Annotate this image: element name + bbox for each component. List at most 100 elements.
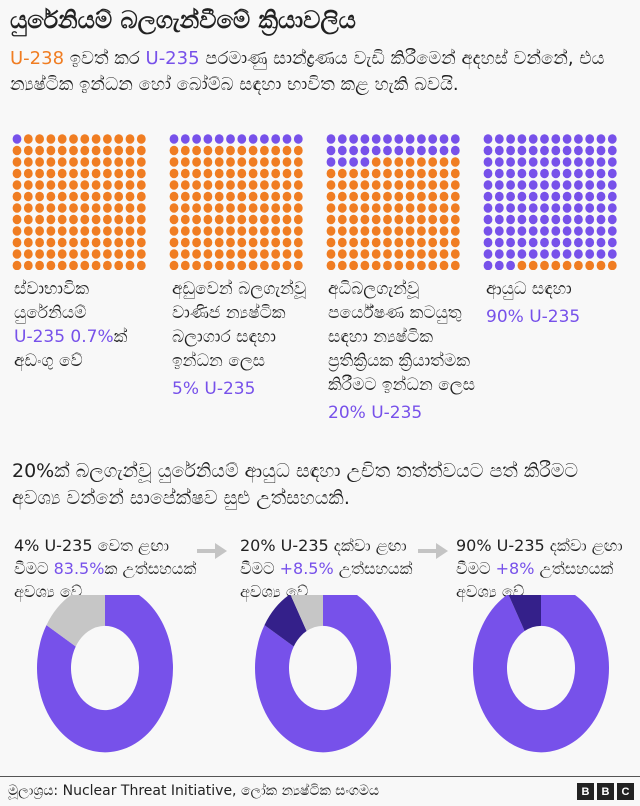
u238-dot [12,145,22,156]
panel-label-high: අධිබලගැන්වූ පර්යේෂණ කටයුතු සඳහා න්‍යෂ්ටි… [328,277,478,425]
u238-dot [214,226,224,236]
u238-dot [35,226,44,236]
u235-dot [271,134,281,144]
u238-dot [46,237,56,248]
u238-dot [214,237,224,248]
u238-dot [80,203,90,213]
u238-dot [46,226,56,236]
u235-dot [371,134,381,144]
u238-dot [394,168,404,179]
u238-dot [57,134,67,144]
u238-dot [405,237,415,248]
u235-dot [506,214,515,225]
u238-dot [282,260,292,270]
u238-dot [282,191,292,202]
u238-dot [371,157,381,167]
u238-dot [180,260,190,270]
u235-dot [12,134,22,144]
u235-dot [326,145,336,156]
u235-dot [540,145,549,156]
u235-dot [483,134,493,144]
u238-dot [337,249,347,259]
u238-dot [214,214,224,225]
u238-dot [337,260,347,270]
u238-dot [226,203,235,213]
step-1: 4% U-235 වෙත ළඟා වීමට 83.5%ක උත්සහයක් අව… [14,534,204,603]
subtitle-text: ඉවත් කර [64,48,146,69]
title: යුරේනියම් බලගැන්වීමේ ක්‍රියාවලිය [10,6,356,34]
arrow-right-icon [418,543,448,559]
u235-dot [483,249,493,259]
panel-value: 20% U-235 [328,403,423,423]
u235-dot [551,226,561,236]
u238-dot [192,214,202,225]
u238-dot [371,249,381,259]
u238-dot [57,226,67,236]
u238-dot [450,168,460,179]
u238-dot [360,180,370,190]
u238-dot [349,191,358,202]
u238-dot [405,226,415,236]
u238-dot [57,203,67,213]
u238-dot [439,191,449,202]
u238-dot [203,260,213,270]
u235-dot [585,145,595,156]
u238-dot [12,168,22,179]
u235-dot [551,237,561,248]
u238-dot [91,134,101,144]
u235-dot [326,157,336,167]
u238-dot [383,168,392,179]
u238-dot [203,203,213,213]
u238-dot [271,203,281,213]
u238-dot [192,157,202,167]
u238-dot [271,168,281,179]
panel-note: වාණිජ න්‍යෂ්ටික බලාගාර සඳහා ඉන්ධන ලෙස [172,303,286,371]
u238-dot [103,260,112,270]
u235-dot [585,168,595,179]
u238-dot [326,237,336,248]
u238-dot [428,249,438,259]
u235-dot [517,157,527,167]
u238-dot [439,249,449,259]
u235-dot [562,180,572,190]
u235-dot [562,249,572,259]
u238-dot [337,214,347,225]
u235-dot [237,134,247,144]
u238-dot [169,168,179,179]
u238-dot [23,226,33,236]
panel-title: ස්වාභාවික යුරේනියම් [14,279,90,323]
u238-dot [326,214,336,225]
u238-dot [293,226,303,236]
u235-dot [405,145,415,156]
u238-dot [114,226,124,236]
u235-dot [596,214,606,225]
u235-dot [596,191,606,202]
u235-dot [349,145,358,156]
u235-dot [551,214,561,225]
u238-dot [394,191,404,202]
subtitle: U-238 ඉවත් කර U-235 පරමාණු සාන්ද්‍රණය වැ… [10,46,635,98]
u238-dot [91,214,101,225]
u238-dot [439,168,449,179]
u238-dot [237,180,247,190]
u235-dot [326,134,336,144]
u235-dot [428,134,438,144]
u235-dot [585,203,595,213]
u235-dot [596,145,606,156]
u235-dot [337,145,347,156]
u235-dot [562,214,572,225]
u235-dot [405,134,415,144]
donut-1 [37,595,173,753]
u238-dot [260,237,269,248]
u238-dot [405,249,415,259]
u238-dot [394,180,404,190]
u238-dot [23,214,33,225]
u238-dot [248,249,258,259]
u238-dot [293,191,303,202]
u235-dot [540,180,549,190]
u238-dot [293,180,303,190]
u235-dot [528,180,538,190]
donut-segment-purple [255,595,391,753]
u238-dot [282,214,292,225]
